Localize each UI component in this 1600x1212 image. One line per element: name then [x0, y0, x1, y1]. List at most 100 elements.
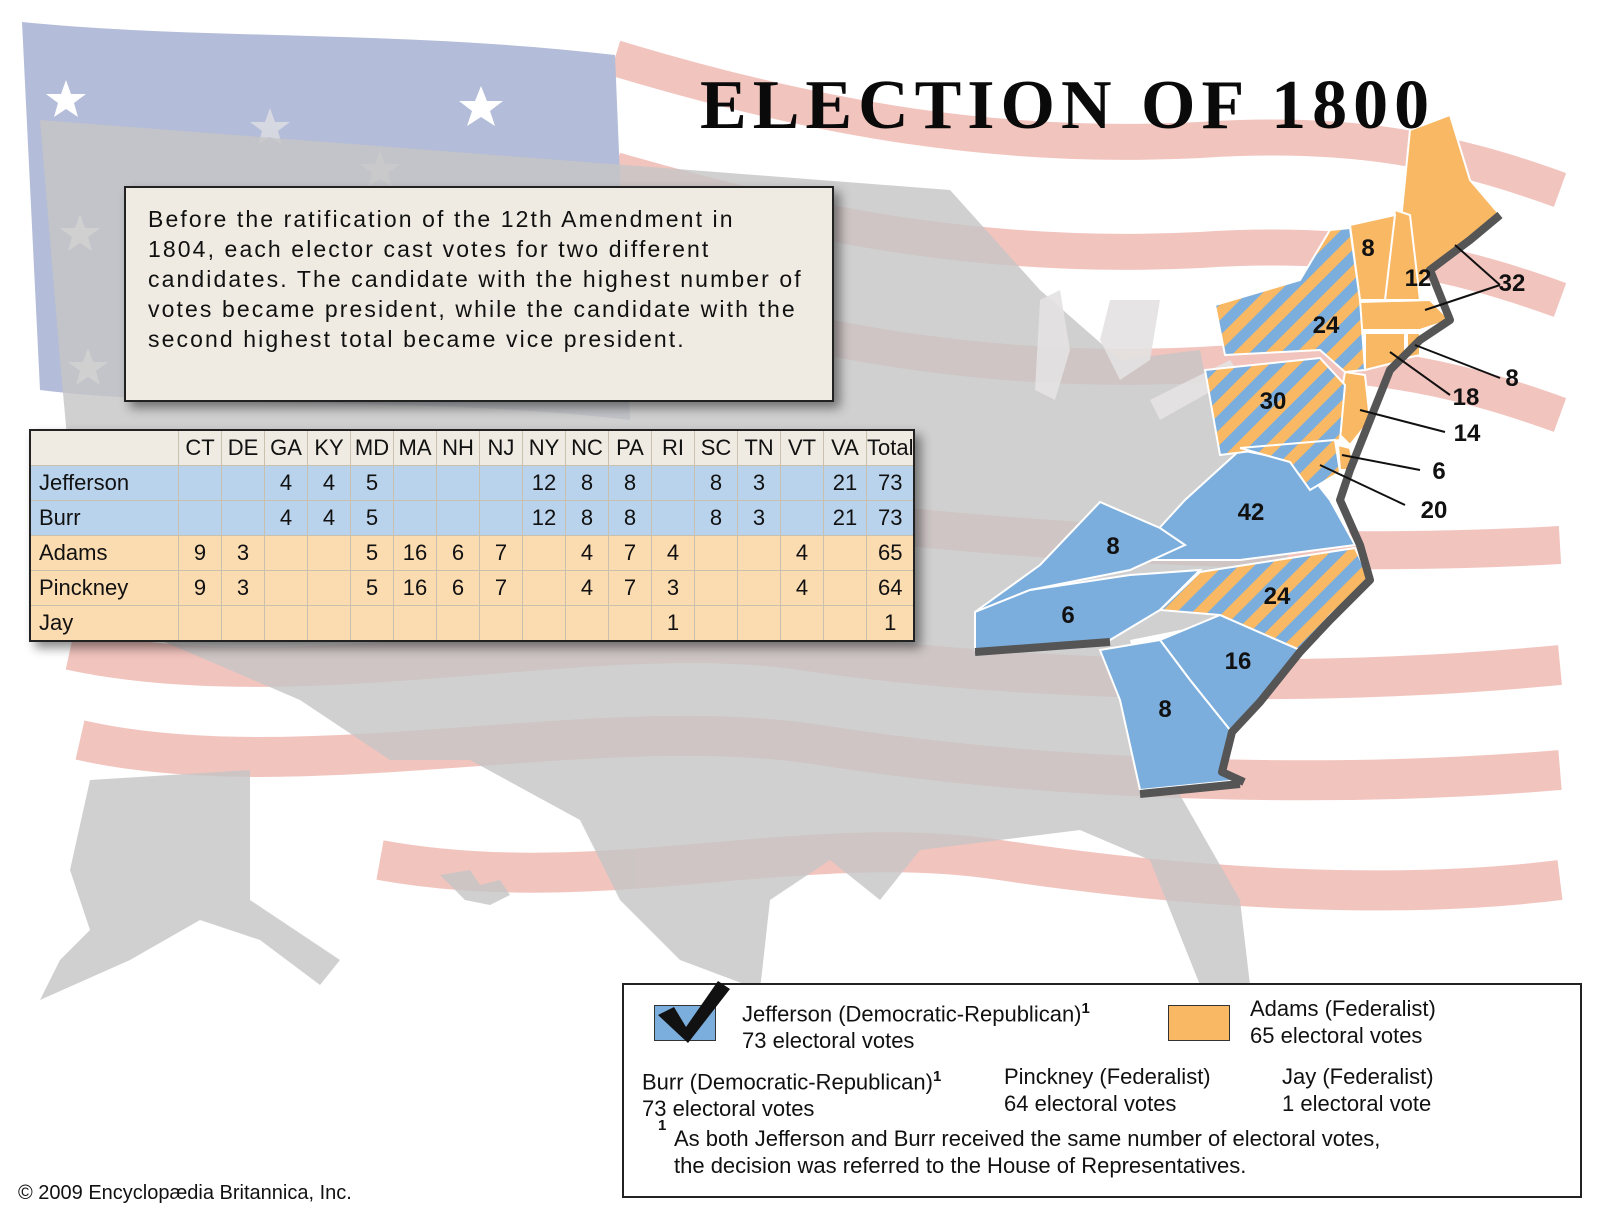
star-icon — [46, 80, 86, 117]
vote-cell — [694, 570, 738, 606]
swatch-federalist — [1168, 1005, 1230, 1041]
vote-table: CT DE GA KY MD MA NH NJ NY NC PA RI SC TN VT VA Total Je… — [29, 429, 916, 642]
vote-cell: 5 — [350, 535, 394, 571]
vote-cell: 65 — [866, 535, 915, 571]
vote-cell: 3 — [221, 535, 265, 571]
star-icon — [250, 108, 290, 145]
alaska — [40, 770, 340, 1000]
vote-cell — [221, 465, 265, 501]
vote-cell: 4 — [565, 535, 609, 571]
vote-cell — [393, 465, 437, 501]
vote-cell: 73 — [866, 465, 915, 501]
column-header: MD — [350, 429, 394, 466]
table-row: Adams 9 3 5 16 6 7 4 7 4 4 65 — [29, 535, 915, 571]
vote-cell: 7 — [608, 535, 652, 571]
candidate-name: Jefferson — [29, 465, 179, 501]
vote-cell — [436, 465, 480, 501]
vote-cell — [780, 500, 824, 536]
vote-cell: 1 — [651, 605, 695, 642]
footnote-line-2: the decision was referred to the House o… — [674, 1153, 1247, 1178]
candidate-name: Adams — [29, 535, 179, 571]
column-header: RI — [651, 429, 695, 466]
check-icon — [658, 981, 730, 1043]
vote-cell: 3 — [221, 570, 265, 606]
vote-cell: 7 — [479, 570, 523, 606]
vote-cell: 7 — [479, 535, 523, 571]
georgia-border-shadow — [1139, 780, 1241, 798]
label-sc: 16 — [1225, 648, 1252, 675]
vote-cell: 4 — [307, 465, 351, 501]
vote-cell: 4 — [780, 535, 824, 571]
vote-cell: 5 — [350, 465, 394, 501]
vote-cell: 4 — [565, 570, 609, 606]
vote-cell: 21 — [823, 465, 867, 501]
vote-cell — [823, 570, 867, 606]
column-header: DE — [221, 429, 265, 466]
vote-cell — [178, 500, 222, 536]
candidate-name: Pinckney — [29, 570, 179, 606]
legend-jay-votes: 1 electoral vote — [1282, 1091, 1432, 1116]
legend-jefferson: Jefferson (Democratic-Republican)1 73 el… — [742, 995, 1090, 1054]
vote-cell: 4 — [651, 535, 695, 571]
vote-cell — [350, 605, 394, 642]
vote-cell: 5 — [350, 500, 394, 536]
info-note: Before the ratification of the 12th Amen… — [124, 186, 834, 402]
vote-cell: 64 — [866, 570, 915, 606]
column-header: NC — [565, 429, 609, 466]
label-nh: 12 — [1405, 265, 1432, 292]
vote-cell — [522, 605, 566, 642]
vote-cell — [780, 605, 824, 642]
vote-cell: 9 — [178, 535, 222, 571]
legend-jay-name: Jay (Federalist) — [1282, 1064, 1434, 1089]
vote-cell: 4 — [264, 500, 308, 536]
label-nc: 24 — [1264, 583, 1291, 610]
vote-cell: 16 — [393, 535, 437, 571]
table-corner — [29, 429, 179, 466]
vote-cell — [694, 605, 738, 642]
vote-cell — [823, 605, 867, 642]
vote-cell — [694, 535, 738, 571]
state-pennsylvania — [1203, 356, 1347, 457]
label-ct: 18 — [1453, 384, 1480, 411]
table-row: Burr 4 4 5 12 8 8 8 3 21 73 — [29, 500, 915, 536]
column-header: NY — [522, 429, 566, 466]
vote-cell: 3 — [737, 500, 781, 536]
vote-cell — [479, 500, 523, 536]
vote-cell — [608, 605, 652, 642]
footnote-number: 1 — [658, 1117, 667, 1134]
tennessee-border-shadow — [974, 638, 1111, 656]
vote-cell — [522, 570, 566, 606]
label-ny: 24 — [1313, 312, 1340, 339]
column-header: SC — [694, 429, 738, 466]
label-ga: 8 — [1158, 696, 1171, 723]
legend-burr: Burr (Democratic-Republican)1 73 elector… — [642, 1063, 941, 1122]
label-pa: 30 — [1260, 388, 1287, 415]
vote-cell — [737, 570, 781, 606]
leader-ma — [1454, 244, 1501, 286]
label-md: 20 — [1421, 497, 1448, 524]
vote-cell: 73 — [866, 500, 915, 536]
legend-burr-votes: 73 electoral votes — [642, 1096, 815, 1122]
vote-cell — [264, 535, 308, 571]
leader-lines — [1319, 244, 1501, 506]
vote-cell: 12 — [522, 465, 566, 501]
vote-cell — [823, 535, 867, 571]
vote-cell — [651, 500, 695, 536]
column-header: VA — [823, 429, 867, 466]
vote-cell: 21 — [823, 500, 867, 536]
label-va: 42 — [1238, 499, 1265, 526]
flag-stripe — [376, 832, 1563, 911]
vote-cell: 4 — [264, 465, 308, 501]
copyright: © 2009 Encyclopædia Britannica, Inc. — [18, 1182, 352, 1204]
column-header: Total — [866, 429, 915, 466]
legend-jefferson-votes: 73 electoral votes — [742, 1028, 915, 1054]
vote-cell — [393, 605, 437, 642]
vote-cell: 8 — [694, 465, 738, 501]
table-header-row: CT DE GA KY MD MA NH NJ NY NC PA RI SC TN VT VA Total — [29, 429, 915, 466]
leader-ma-2 — [1424, 284, 1501, 311]
lake-michigan — [1035, 290, 1070, 400]
legend-pinckney-votes: 64 electoral votes — [1004, 1091, 1177, 1116]
vote-cell — [436, 605, 480, 642]
vote-cell: 8 — [608, 465, 652, 501]
footnote-text: As both Jefferson and Burr received the … — [660, 1125, 1380, 1179]
